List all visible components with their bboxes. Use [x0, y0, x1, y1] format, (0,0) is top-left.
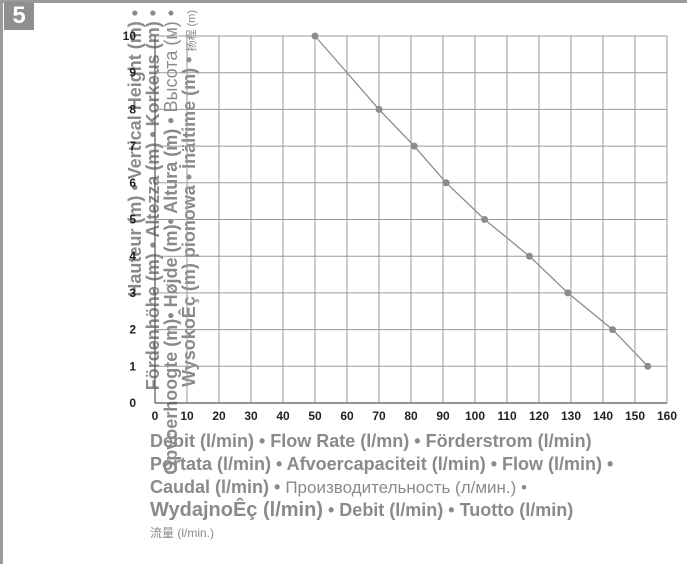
y-tick-label: 9: [129, 66, 136, 80]
y-tick-label: 2: [129, 323, 136, 337]
data-point: [443, 179, 450, 186]
x-tick-label: 40: [276, 409, 290, 423]
data-point: [609, 326, 616, 333]
x-tick-label: 20: [212, 409, 226, 423]
x-tick-label: 0: [152, 409, 159, 423]
y-tick-label: 8: [129, 102, 136, 116]
x-axis-title-line-5: 流量 (l/min.): [150, 522, 680, 545]
x-axis-title-line-1: Débit (l/min) • Flow Rate (l/mn) • Förde…: [150, 430, 680, 453]
x-axis-title-line-3b: Производительность (л/мин.) •: [285, 478, 527, 497]
x-axis-title-line-3: Caudal (l/min) • Производительность (л/м…: [150, 476, 680, 499]
series-line: [315, 36, 648, 366]
y-tick-label: 4: [129, 249, 136, 263]
x-tick-label: 150: [625, 409, 645, 423]
x-axis-title-line-2: Portata (l/min) • Afvoercapaciteit (l/mi…: [150, 453, 680, 476]
x-axis-title: Débit (l/min) • Flow Rate (l/mn) • Förde…: [150, 430, 680, 545]
data-point: [526, 253, 533, 260]
data-point: [644, 363, 651, 370]
y-tick-label: 10: [123, 29, 137, 43]
x-tick-label: 80: [404, 409, 418, 423]
x-tick-label: 70: [372, 409, 386, 423]
y-tick-label: 1: [129, 359, 136, 373]
data-point: [376, 106, 383, 113]
data-point: [564, 289, 571, 296]
data-point: [411, 143, 418, 150]
x-axis-title-line-3a: Caudal (l/min) •: [150, 477, 280, 497]
y-tick-label: 5: [129, 213, 136, 227]
x-tick-label: 60: [340, 409, 354, 423]
y-tick-label: 0: [129, 396, 136, 410]
x-tick-label: 140: [593, 409, 613, 423]
x-tick-label: 100: [465, 409, 485, 423]
y-tick-label: 7: [129, 139, 136, 153]
x-axis-title-line-4: WydajnoÊç (l/min) • Debit (l/min) • Tuot…: [150, 499, 680, 522]
y-tick-label: 6: [129, 176, 136, 190]
x-tick-label: 50: [308, 409, 322, 423]
x-tick-label: 130: [561, 409, 581, 423]
data-point: [312, 33, 319, 40]
y-tick-label: 3: [129, 286, 136, 300]
data-point: [481, 216, 488, 223]
x-axis-title-line-4b: • Debit (l/min) • Tuotto (l/min): [328, 500, 573, 520]
x-tick-label: 10: [180, 409, 194, 423]
x-tick-label: 160: [657, 409, 677, 423]
x-tick-label: 110: [497, 409, 517, 423]
x-tick-label: 30: [244, 409, 258, 423]
x-tick-label: 120: [529, 409, 549, 423]
x-axis-title-line-4a: WydajnoÊç (l/min): [150, 499, 323, 521]
x-tick-label: 90: [436, 409, 450, 423]
